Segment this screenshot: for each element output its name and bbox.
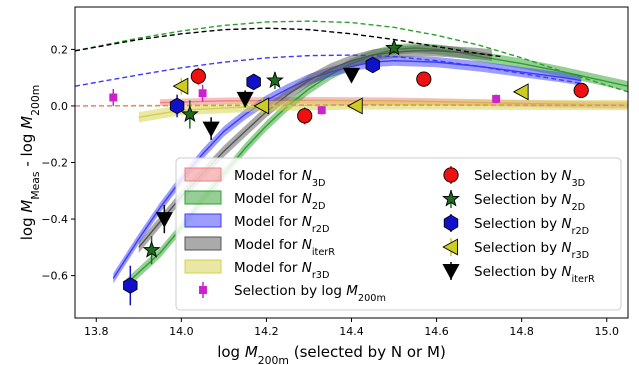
- legend-swatch-4: [184, 259, 222, 274]
- y-tick-label-0: −0.6: [41, 270, 68, 283]
- y-tick-label-3: 0.0: [51, 100, 69, 113]
- legend-marker-triangle-down: [442, 264, 460, 280]
- legend-sel-label-1: Selection by N2D: [474, 192, 585, 213]
- point-star-2: [266, 71, 284, 89]
- legend-sel-label-0: Selection by N3D: [474, 168, 585, 189]
- legend-swatch-2: [184, 213, 222, 228]
- point-star-0: [142, 240, 161, 258]
- point-triangle-left-2: [347, 97, 363, 115]
- point-circle-3: [573, 82, 589, 99]
- y-tick-label-2: −0.2: [41, 157, 68, 170]
- point-hexagon-1: [169, 97, 185, 115]
- legend-swatch-1: [184, 190, 222, 205]
- legend-label-5: Selection by log M200m: [234, 283, 386, 304]
- point-triangle-down-2: [236, 91, 254, 108]
- point-hexagon-3: [365, 56, 380, 74]
- x-tick-label-0: 13.8: [84, 325, 109, 338]
- legend-sel-label-4: Selection by NiterR: [474, 264, 595, 285]
- point-circle-0: [190, 68, 206, 84]
- legend-sel-label-2: Selection by Nr2D: [474, 216, 589, 237]
- point-square-0: [109, 93, 118, 102]
- y-axis-label: log MMeas - log M200m: [18, 85, 42, 241]
- legend-marker-circle: [443, 167, 459, 183]
- x-tick-label-1: 14.0: [169, 325, 194, 338]
- legend-marker-square: [199, 286, 207, 294]
- x-tick-label-6: 15.0: [594, 325, 619, 338]
- legend-swatch-3: [184, 236, 222, 251]
- x-tick-label-3: 14.4: [339, 325, 364, 338]
- legend-label-1: Model for N2D: [234, 191, 325, 212]
- point-star-3: [385, 38, 403, 56]
- point-square-1: [198, 89, 207, 98]
- point-triangle-left-3: [512, 83, 529, 101]
- y-tick-label-1: −0.4: [41, 213, 68, 226]
- model-band-2: [113, 55, 582, 284]
- legend-marker-star: [442, 189, 460, 207]
- point-triangle-down-0: [155, 212, 173, 228]
- point-square-2: [317, 106, 326, 115]
- legend-marker-triangle-left: [442, 238, 458, 256]
- y-tick-label-4: 0.2: [51, 43, 69, 56]
- point-triangle-left-0: [172, 77, 189, 95]
- axes: 13.8 14.0 14.2 14.4 14.6 14.8 15.0 −0.6 −0.4 −0.2…: [18, 6, 629, 365]
- point-triangle-down-1: [202, 121, 220, 138]
- dashed-line-2: [75, 54, 582, 87]
- legend-label-2: Model for Nr2D: [234, 214, 329, 235]
- dashed-line-0: [75, 20, 628, 93]
- point-hexagon-0: [123, 277, 138, 294]
- legend-label-3: Model for NiterR: [234, 237, 335, 258]
- point-circle-1: [297, 108, 313, 124]
- x-tick-label-2: 14.2: [254, 325, 279, 338]
- point-hexagon-2: [246, 73, 261, 91]
- point-triangle-left-1: [253, 97, 270, 115]
- legend-marker-hexagon: [443, 214, 459, 232]
- point-star-1: [180, 105, 199, 122]
- legend-swatch-0: [184, 167, 222, 182]
- legend-label-4: Model for Nr3D: [234, 260, 329, 281]
- point-square-3: [492, 94, 501, 103]
- legend-label-0: Model for N3D: [234, 168, 325, 189]
- x-tick-label-5: 14.8: [509, 325, 534, 338]
- dashed-line-1: [75, 27, 501, 58]
- legend-sel-label-3: Selection by Nr3D: [474, 240, 589, 261]
- x-axis-label: log M200m (selected by N or M): [217, 343, 446, 365]
- point-circle-2: [416, 71, 432, 87]
- point-triangle-down-3: [342, 67, 361, 84]
- legend-box: [175, 157, 622, 311]
- x-tick-label-4: 14.6: [424, 325, 449, 338]
